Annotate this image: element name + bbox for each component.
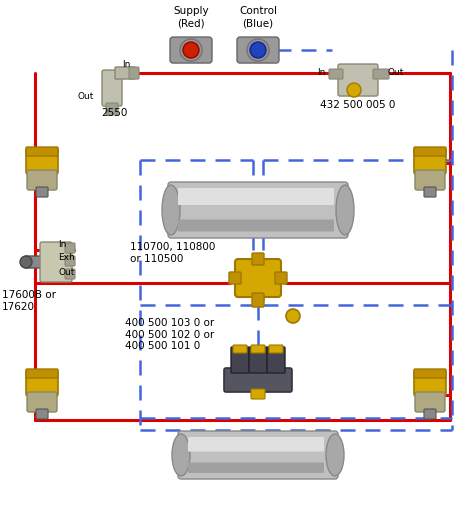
FancyBboxPatch shape — [26, 148, 58, 174]
Ellipse shape — [162, 185, 180, 235]
Circle shape — [347, 83, 361, 97]
FancyBboxPatch shape — [414, 148, 446, 174]
FancyBboxPatch shape — [415, 170, 445, 190]
FancyBboxPatch shape — [26, 369, 58, 378]
FancyBboxPatch shape — [27, 170, 57, 190]
FancyBboxPatch shape — [224, 368, 292, 392]
FancyBboxPatch shape — [269, 345, 283, 353]
FancyBboxPatch shape — [168, 182, 348, 238]
Circle shape — [20, 256, 32, 268]
FancyBboxPatch shape — [252, 293, 264, 307]
FancyBboxPatch shape — [229, 272, 241, 284]
FancyBboxPatch shape — [252, 253, 264, 265]
FancyBboxPatch shape — [415, 392, 445, 412]
FancyBboxPatch shape — [235, 259, 281, 297]
FancyBboxPatch shape — [106, 103, 118, 115]
Circle shape — [286, 309, 300, 323]
Text: 2550: 2550 — [101, 108, 127, 118]
Text: In: In — [122, 60, 130, 69]
FancyBboxPatch shape — [25, 256, 45, 268]
FancyBboxPatch shape — [338, 64, 378, 96]
FancyBboxPatch shape — [40, 242, 72, 282]
FancyBboxPatch shape — [267, 347, 285, 373]
Text: Out: Out — [58, 268, 75, 277]
Text: 400 500 103 0 or
400 500 102 0 or
400 500 101 0: 400 500 103 0 or 400 500 102 0 or 400 50… — [125, 318, 214, 351]
FancyBboxPatch shape — [36, 187, 48, 197]
FancyBboxPatch shape — [65, 269, 75, 279]
FancyBboxPatch shape — [251, 345, 265, 353]
FancyBboxPatch shape — [414, 369, 446, 378]
Ellipse shape — [172, 434, 190, 476]
FancyBboxPatch shape — [36, 409, 48, 419]
FancyBboxPatch shape — [129, 67, 139, 79]
FancyBboxPatch shape — [26, 370, 58, 396]
Text: Supply
(Red): Supply (Red) — [173, 7, 209, 28]
FancyBboxPatch shape — [249, 347, 267, 373]
FancyBboxPatch shape — [27, 392, 57, 412]
FancyBboxPatch shape — [178, 220, 334, 231]
Text: Out: Out — [388, 68, 405, 77]
FancyBboxPatch shape — [65, 243, 75, 253]
Text: In: In — [318, 68, 326, 77]
FancyBboxPatch shape — [414, 147, 446, 156]
Text: 17600B or
17620: 17600B or 17620 — [2, 290, 56, 312]
FancyBboxPatch shape — [237, 37, 279, 63]
FancyBboxPatch shape — [424, 409, 436, 419]
FancyBboxPatch shape — [170, 37, 212, 63]
FancyBboxPatch shape — [178, 431, 338, 479]
Ellipse shape — [336, 185, 354, 235]
Text: Out: Out — [77, 91, 94, 100]
Ellipse shape — [326, 434, 344, 476]
FancyBboxPatch shape — [188, 463, 324, 473]
Circle shape — [183, 42, 199, 58]
FancyBboxPatch shape — [65, 256, 75, 266]
FancyBboxPatch shape — [188, 437, 324, 451]
Text: Control
(Blue): Control (Blue) — [239, 7, 277, 28]
Text: Exh: Exh — [58, 252, 75, 262]
FancyBboxPatch shape — [251, 389, 265, 399]
FancyBboxPatch shape — [329, 69, 343, 79]
FancyBboxPatch shape — [115, 67, 135, 79]
Text: 110700, 110800
or 110500: 110700, 110800 or 110500 — [130, 242, 215, 264]
FancyBboxPatch shape — [233, 345, 247, 353]
FancyBboxPatch shape — [424, 187, 436, 197]
FancyBboxPatch shape — [178, 188, 334, 205]
Text: In: In — [58, 239, 67, 248]
FancyBboxPatch shape — [26, 147, 58, 156]
FancyBboxPatch shape — [231, 347, 249, 373]
Circle shape — [250, 42, 266, 58]
FancyBboxPatch shape — [414, 370, 446, 396]
FancyBboxPatch shape — [275, 272, 287, 284]
Text: 432 500 005 0: 432 500 005 0 — [320, 100, 396, 110]
FancyBboxPatch shape — [102, 70, 122, 106]
FancyBboxPatch shape — [373, 69, 389, 79]
